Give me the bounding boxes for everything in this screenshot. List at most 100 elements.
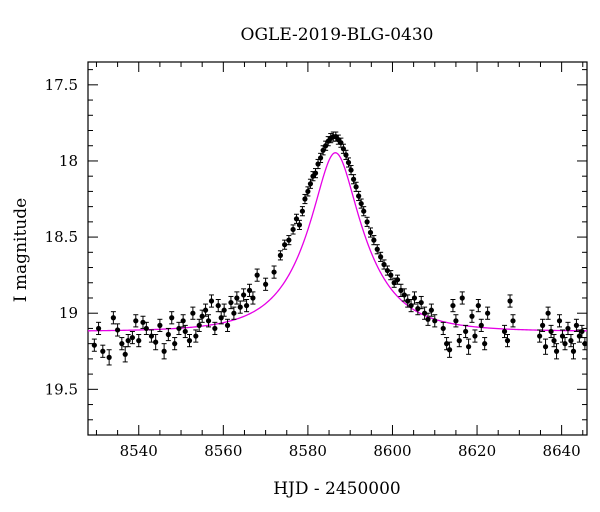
data-marker xyxy=(317,155,324,161)
x-tick-label: 8560 xyxy=(204,442,242,460)
data-point xyxy=(176,321,182,336)
data-point xyxy=(388,270,394,281)
data-marker xyxy=(224,322,231,328)
data-marker xyxy=(205,318,212,324)
data-point xyxy=(157,318,163,332)
data-marker xyxy=(320,147,326,153)
data-point xyxy=(182,324,188,339)
data-marker xyxy=(180,318,186,324)
data-marker xyxy=(345,159,352,166)
data-marker xyxy=(125,338,131,344)
data-point xyxy=(323,140,329,151)
data-marker xyxy=(367,229,374,236)
data-marker xyxy=(286,237,292,243)
data-point xyxy=(428,303,434,317)
data-point xyxy=(205,314,212,328)
data-point xyxy=(537,329,543,343)
plot-frame xyxy=(87,61,588,436)
data-point xyxy=(254,268,260,282)
data-marker xyxy=(161,348,167,354)
data-marker xyxy=(250,295,256,301)
data-point xyxy=(129,330,136,345)
data-point xyxy=(553,343,560,360)
data-point xyxy=(202,303,209,317)
data-point xyxy=(165,327,171,342)
data-point xyxy=(122,346,128,363)
data-point xyxy=(299,206,306,217)
data-marker xyxy=(465,344,472,350)
data-marker xyxy=(186,338,193,344)
data-marker xyxy=(411,295,418,301)
data-marker xyxy=(119,341,125,347)
data-marker xyxy=(348,167,354,173)
data-point xyxy=(356,190,362,202)
data-marker xyxy=(110,315,116,321)
data-point xyxy=(263,277,269,291)
data-point xyxy=(153,334,159,351)
data-marker xyxy=(100,348,106,354)
data-marker xyxy=(182,328,188,335)
data-point xyxy=(106,349,112,366)
data-marker xyxy=(475,302,481,309)
data-point xyxy=(315,158,321,170)
data-marker xyxy=(469,313,475,319)
data-point xyxy=(459,291,465,305)
data-marker xyxy=(579,328,585,335)
data-point xyxy=(243,299,250,313)
data-marker xyxy=(343,152,349,158)
data-point xyxy=(507,294,513,308)
data-marker xyxy=(542,344,549,350)
data-point xyxy=(161,343,167,360)
data-marker xyxy=(582,341,588,347)
data-point xyxy=(353,181,359,192)
data-marker xyxy=(215,302,221,309)
data-point xyxy=(91,338,97,352)
data-point xyxy=(208,294,215,308)
data-point xyxy=(282,239,288,250)
data-marker xyxy=(228,299,234,306)
data-point xyxy=(350,174,357,185)
data-point xyxy=(378,251,384,262)
data-point xyxy=(100,344,106,358)
data-marker xyxy=(556,318,563,324)
data-marker xyxy=(415,306,421,312)
data-point xyxy=(231,306,237,320)
data-marker xyxy=(353,184,359,190)
data-point xyxy=(361,206,367,217)
data-point xyxy=(317,152,324,163)
data-marker xyxy=(323,143,329,149)
data-point xyxy=(345,157,352,168)
data-marker xyxy=(425,316,431,322)
data-point xyxy=(573,318,580,332)
data-marker xyxy=(568,338,574,344)
data-marker xyxy=(271,269,277,275)
data-point xyxy=(504,334,511,348)
data-point xyxy=(501,324,508,339)
data-marker xyxy=(553,348,560,354)
data-point xyxy=(180,314,186,328)
data-point xyxy=(367,227,374,238)
data-marker xyxy=(282,242,288,248)
data-marker xyxy=(277,252,284,258)
data-marker xyxy=(302,196,308,202)
data-marker xyxy=(548,328,554,335)
data-marker xyxy=(371,237,377,243)
data-point xyxy=(277,250,284,261)
data-marker xyxy=(157,322,163,328)
data-marker xyxy=(129,334,136,341)
y-tick-label: 17.5 xyxy=(45,76,78,94)
data-marker xyxy=(199,313,205,319)
data-point xyxy=(463,324,469,339)
data-marker xyxy=(243,302,250,309)
data-point xyxy=(169,311,175,325)
data-marker xyxy=(136,338,142,344)
data-marker xyxy=(305,188,311,195)
data-marker xyxy=(482,341,488,347)
data-marker xyxy=(91,342,97,348)
data-point xyxy=(568,334,574,348)
data-point xyxy=(246,283,253,297)
data-point xyxy=(302,193,308,205)
data-point xyxy=(545,306,551,320)
data-point xyxy=(570,343,577,360)
